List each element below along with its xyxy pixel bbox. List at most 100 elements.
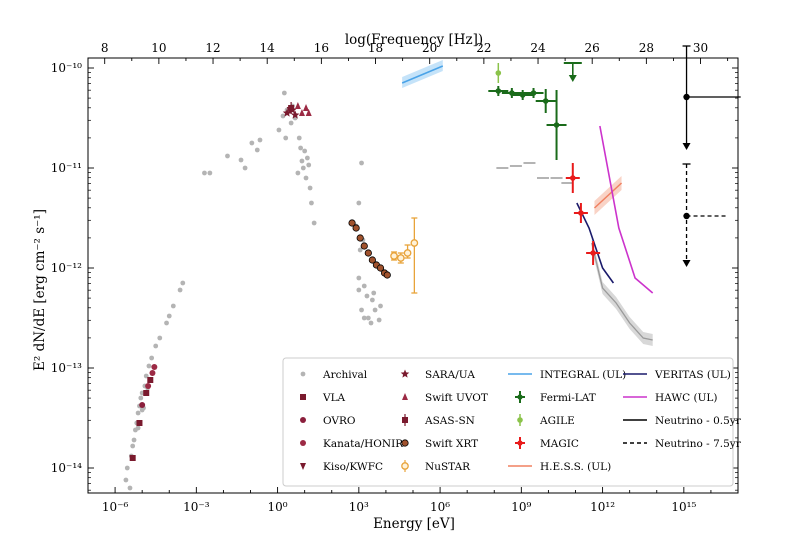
integral-line [401,65,444,84]
legend-label: ASAS-SN [424,415,475,427]
legend-swatch [300,440,306,446]
legend-label: Neutrino - 7.5yr [655,438,742,450]
dot [530,90,537,96]
legend-label: Archival [322,369,368,381]
legend-label: OVRO [323,415,356,427]
archival-point [249,140,255,146]
archival-point [153,343,159,349]
arrow-head [682,143,691,150]
legend: Archival VLA OVRO Kanata/HONIR Kiso/KWFC SARA… [282,357,742,487]
archival-point [164,320,169,326]
head [568,75,577,82]
top-tick-label: 22 [476,41,491,55]
dot [569,175,576,181]
archival-point [180,280,186,286]
legend-entry: OVRO [300,415,356,427]
x-axis-label: Energy [eV] [373,516,455,532]
legend-entry: Kanata/HONIR [300,438,404,450]
nustar-point [390,252,398,260]
top-tick-label: 24 [530,41,546,55]
archival-point [368,320,374,326]
dot [542,98,549,104]
top-tick-label: 16 [314,41,329,55]
legend-entry: H.E.S.S. (UL) [508,461,611,473]
swift-uvot-point [305,109,312,116]
top-tick-label: 8 [101,41,109,55]
sara-ua-point [290,110,300,119]
kanata-honir-point [145,383,152,389]
top-tick-label: 12 [205,41,220,55]
archival-point [303,175,309,181]
legend-entry: Neutrino - 7.5yr [623,438,742,450]
legend-entry: Neutrino - 0.5yr [623,415,742,427]
archival-point [276,127,282,133]
vla-point [143,390,150,396]
ovro-point [139,402,146,408]
archival-point [135,410,141,416]
archival-point [166,313,172,319]
agile-point [495,70,502,76]
hess-line [593,182,623,209]
archival-point [307,185,313,191]
legend-entry: Swift UVOT [402,392,488,404]
archival-point [364,293,370,299]
legend-label: HAWC (UL) [655,392,718,404]
legend-entry: Kiso/KWFC [300,461,383,473]
legend-swatch [400,369,410,378]
archival-point [357,247,363,253]
x-tick-label: 10⁹ [511,500,531,514]
legend-entry: SARA/UA [400,369,475,381]
archival-point [242,165,248,171]
archival-point [149,355,155,361]
swift-uvot-point [298,109,305,116]
legend-label: NuSTAR [425,461,471,473]
legend-swatch [401,462,409,470]
archival-point [177,287,183,293]
fermi-lat-point [488,86,509,96]
legend-swatch [300,371,306,377]
legend-label: VLA [322,392,346,404]
legend-entry: ASAS-SN [402,414,475,427]
fermi-lat-point [535,89,556,113]
y-tick-label: 10⁻¹³ [51,361,82,375]
magic-point [565,163,580,193]
archival-point [124,465,130,471]
archival-point [306,162,312,168]
swift-xrt-point [356,234,364,242]
archival-point [238,157,244,163]
archival-point [283,135,289,141]
swift-xrt-point [368,256,376,264]
magic-point [586,241,601,265]
legend-swatch-dot [517,440,523,446]
y-tick-label: 10⁻¹² [51,261,82,275]
legend-label: Swift XRT [425,438,478,450]
archival-point [225,153,230,159]
legend-entry: AGILE [517,414,575,427]
archival-point [257,137,263,143]
top-tick-label: 10 [151,41,166,55]
top-tick-label: 18 [368,41,383,55]
legend-box [282,357,734,487]
swift-xrt-point [376,264,385,272]
archival-point [369,297,375,303]
x-tick-label: 10⁻³ [183,500,210,514]
archival-point [288,120,294,126]
top-tick-label: 14 [260,41,276,55]
legend-label: Kanata/HONIR [323,438,404,450]
archival-point [359,160,364,166]
nustar-point [403,249,412,257]
swift-uvot-point [303,104,310,111]
legend-label: AGILE [539,415,575,427]
archival-point [280,113,286,119]
y-tick-label: 10⁻¹⁰ [51,61,82,75]
x-tick-label: 10⁰ [268,500,288,514]
dot [590,250,596,256]
legend-label: Kiso/KWFC [323,461,383,473]
archival-point [300,165,306,171]
top-tick-label: 20 [422,41,437,55]
swift-uvot-point [294,102,301,109]
archival-point [281,90,287,96]
archival-point [295,170,301,176]
x-tick-label: 10⁶ [430,500,450,514]
